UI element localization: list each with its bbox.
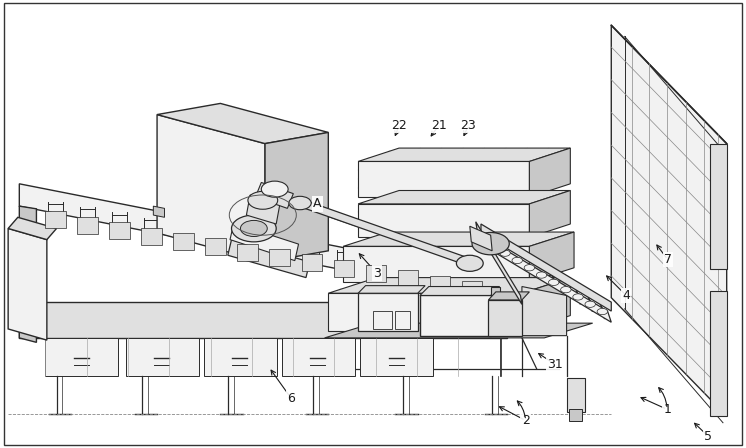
Polygon shape (398, 271, 419, 288)
Circle shape (573, 294, 583, 300)
Text: 23: 23 (460, 119, 476, 132)
Bar (395, 311, 410, 329)
Polygon shape (358, 286, 425, 293)
Polygon shape (46, 211, 66, 228)
Bar (373, 311, 392, 329)
Circle shape (500, 250, 510, 256)
Polygon shape (237, 244, 258, 261)
Polygon shape (328, 278, 571, 293)
Bar (569, 409, 582, 421)
Polygon shape (230, 223, 298, 261)
Text: 22: 22 (391, 119, 407, 132)
Circle shape (548, 279, 559, 285)
Bar (567, 378, 585, 412)
Polygon shape (491, 287, 500, 336)
Circle shape (240, 220, 267, 237)
Polygon shape (470, 226, 492, 251)
Polygon shape (154, 206, 165, 217)
Text: 3: 3 (373, 267, 380, 280)
Text: 2: 2 (521, 414, 530, 427)
Polygon shape (157, 103, 328, 144)
Text: 21: 21 (430, 119, 446, 132)
Polygon shape (78, 217, 98, 234)
Polygon shape (269, 249, 290, 266)
Circle shape (457, 255, 483, 271)
Text: 7: 7 (664, 253, 672, 266)
Circle shape (289, 196, 311, 210)
Polygon shape (462, 281, 483, 298)
Circle shape (261, 181, 288, 197)
Polygon shape (522, 287, 567, 336)
Polygon shape (358, 293, 418, 331)
FancyArrowPatch shape (659, 388, 667, 407)
Polygon shape (358, 148, 571, 161)
Polygon shape (709, 144, 727, 269)
Polygon shape (228, 240, 310, 278)
Polygon shape (173, 233, 194, 250)
Text: A: A (313, 198, 322, 211)
Polygon shape (110, 222, 131, 239)
Circle shape (248, 191, 278, 209)
Polygon shape (246, 195, 280, 224)
Polygon shape (420, 296, 491, 336)
Polygon shape (530, 232, 574, 282)
Polygon shape (142, 228, 163, 245)
Circle shape (524, 265, 535, 271)
Text: 5: 5 (704, 430, 712, 443)
Circle shape (512, 257, 522, 263)
Polygon shape (530, 148, 571, 197)
Polygon shape (489, 300, 522, 336)
Polygon shape (358, 204, 530, 237)
Polygon shape (343, 246, 530, 282)
Polygon shape (477, 233, 611, 322)
Polygon shape (19, 302, 507, 338)
Circle shape (585, 301, 595, 307)
Polygon shape (430, 276, 451, 293)
Circle shape (472, 233, 510, 255)
Text: 1: 1 (663, 403, 671, 416)
Polygon shape (8, 228, 47, 340)
Text: 31: 31 (548, 358, 563, 371)
Polygon shape (343, 232, 574, 246)
Polygon shape (333, 260, 354, 277)
Polygon shape (298, 199, 474, 267)
Polygon shape (530, 190, 571, 237)
Polygon shape (126, 338, 198, 376)
Polygon shape (157, 115, 265, 262)
Polygon shape (265, 133, 328, 262)
Polygon shape (46, 338, 119, 376)
FancyArrowPatch shape (517, 401, 525, 418)
Polygon shape (204, 338, 277, 376)
Text: 6: 6 (287, 392, 295, 405)
Circle shape (231, 215, 276, 242)
Polygon shape (19, 206, 37, 342)
Polygon shape (301, 254, 322, 271)
Polygon shape (476, 222, 522, 304)
Polygon shape (360, 338, 433, 376)
Polygon shape (255, 182, 293, 208)
Polygon shape (205, 238, 226, 255)
Polygon shape (358, 190, 571, 204)
Circle shape (488, 243, 498, 249)
Polygon shape (489, 292, 530, 300)
Polygon shape (709, 291, 727, 416)
Polygon shape (358, 161, 530, 197)
Polygon shape (522, 278, 571, 331)
Polygon shape (420, 287, 500, 296)
Text: 4: 4 (622, 289, 630, 302)
Polygon shape (282, 338, 355, 376)
Circle shape (597, 308, 607, 314)
Polygon shape (8, 217, 57, 240)
Polygon shape (366, 265, 386, 282)
Polygon shape (325, 323, 592, 338)
Polygon shape (481, 224, 611, 311)
Polygon shape (19, 184, 507, 302)
Polygon shape (611, 25, 727, 416)
Polygon shape (328, 293, 522, 331)
Circle shape (561, 287, 571, 293)
Circle shape (536, 272, 547, 278)
